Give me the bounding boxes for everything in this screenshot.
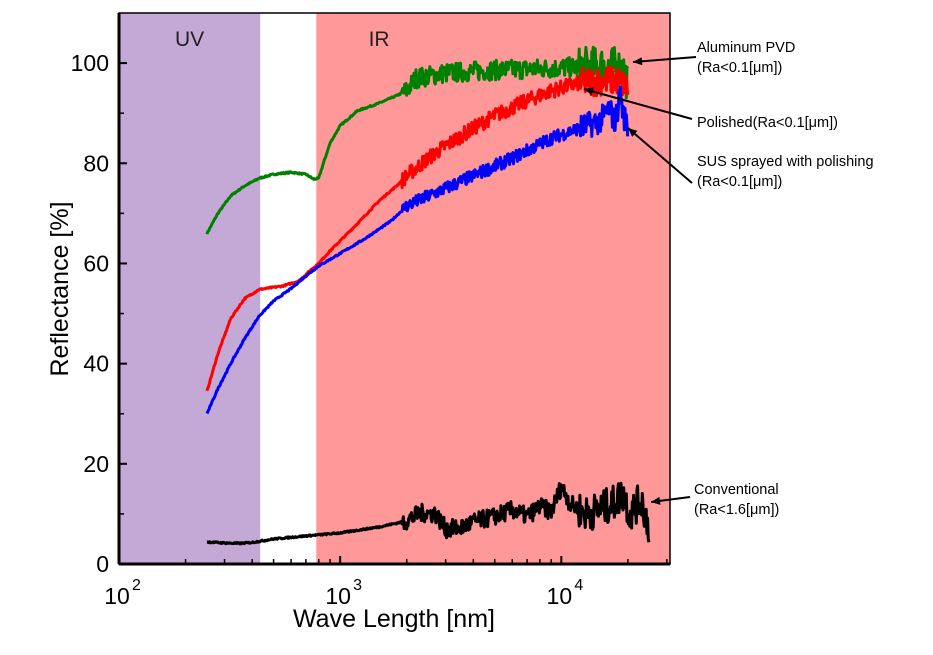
annotation-label-aluminum-pvd-ra-0-1-m: Aluminum PVD xyxy=(697,40,795,56)
y-tick-label: 20 xyxy=(83,451,109,477)
arrow-head-icon xyxy=(633,57,643,66)
annotation-arrow xyxy=(583,88,693,120)
x-axis-label: Wave Length [nm] xyxy=(293,605,495,633)
x-tick-exponent: 4 xyxy=(574,577,583,594)
series-line-conventional-ra-1-6-m xyxy=(206,481,651,546)
y-tick-label: 40 xyxy=(83,351,109,377)
x-tick-label: 10 xyxy=(547,583,573,609)
annotation-arrow xyxy=(627,127,693,184)
y-tick-label: 60 xyxy=(83,250,109,276)
annotation-label-polished-ra-0-1-m: Polished(Ra<0.1[μm]) xyxy=(697,115,838,131)
annotation-label-sus-sprayed-with-polishing-ra-0-1-m: SUS sprayed with polishing xyxy=(697,154,874,170)
y-axis-label: Reflectance [%] xyxy=(46,201,74,376)
annotation-arrow xyxy=(632,56,697,63)
region-uv xyxy=(119,13,261,564)
region-ir xyxy=(316,13,670,564)
region-label-uv: UV xyxy=(175,28,204,51)
series-line-polished-ra-0-1-m xyxy=(205,65,630,392)
y-tick-label: 80 xyxy=(83,150,109,176)
y-tick-label: 0 xyxy=(96,551,109,577)
annotation-label-sus-sprayed-with-polishing-ra-0-1-m: (Ra<0.1[μm]) xyxy=(697,174,782,190)
x-tick-label: 10 xyxy=(325,583,351,609)
x-tick-exponent: 3 xyxy=(353,577,362,594)
annotation-label-conventional-ra-1-6-m: (Ra<1.6[μm]) xyxy=(694,502,779,518)
annotation-label-conventional-ra-1-6-m: Conventional xyxy=(694,482,779,498)
arrow-head-icon xyxy=(628,128,638,137)
series-line-aluminum-pvd-ra-0-1-m xyxy=(205,45,630,235)
annotation-label-aluminum-pvd-ra-0-1-m: (Ra<0.1[μm]) xyxy=(697,60,782,76)
series-line-sus-sprayed-with-polishing-ra-0-1-m xyxy=(205,85,630,415)
x-tick-label: 10 xyxy=(104,583,130,609)
arrow-head-icon xyxy=(584,87,594,96)
x-tick-exponent: 2 xyxy=(132,577,141,594)
region-label-ir: IR xyxy=(369,28,390,51)
y-tick-label: 100 xyxy=(71,50,109,76)
arrow-head-icon xyxy=(651,496,661,505)
